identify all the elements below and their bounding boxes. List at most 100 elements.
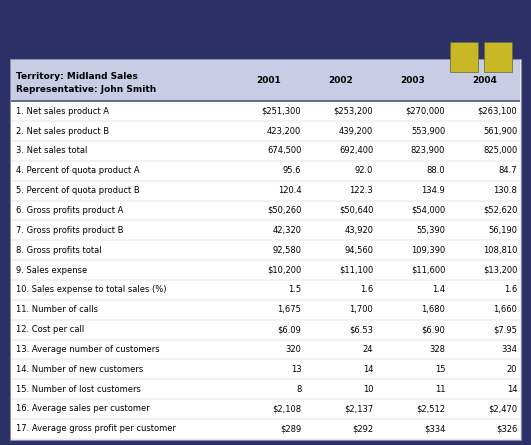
Text: 1.5: 1.5	[288, 285, 301, 295]
Text: 2003: 2003	[400, 76, 425, 85]
Text: 1,675: 1,675	[277, 305, 301, 314]
Bar	[11, 360, 520, 379]
Text: 14: 14	[363, 365, 373, 374]
Text: $6.53: $6.53	[349, 325, 373, 334]
Bar	[11, 379, 520, 399]
Text: Representative: John Smith: Representative: John Smith	[16, 85, 156, 94]
Text: 92.0: 92.0	[355, 166, 373, 175]
Text: 43,920: 43,920	[344, 226, 373, 235]
Text: 17. Average gross profit per customer: 17. Average gross profit per customer	[16, 425, 176, 433]
Text: $289: $289	[280, 425, 301, 433]
Text: 823,900: 823,900	[411, 146, 445, 155]
Text: 1. Net sales product A: 1. Net sales product A	[16, 107, 109, 116]
Text: 24: 24	[363, 345, 373, 354]
Text: 20: 20	[507, 365, 517, 374]
Text: 6. Gross profits product A: 6. Gross profits product A	[16, 206, 123, 215]
Text: $251,300: $251,300	[262, 107, 301, 116]
Text: 5. Percent of quota product B: 5. Percent of quota product B	[16, 186, 140, 195]
Text: 2004: 2004	[472, 76, 496, 85]
Text: 13. Average number of customers: 13. Average number of customers	[16, 345, 159, 354]
Text: 14. Number of new customers: 14. Number of new customers	[16, 365, 143, 374]
Text: $50,260: $50,260	[267, 206, 301, 215]
Text: 56,190: 56,190	[488, 226, 517, 235]
Bar	[11, 201, 520, 220]
Text: 120.4: 120.4	[278, 186, 301, 195]
Text: $270,000: $270,000	[406, 107, 445, 116]
Text: $13,200: $13,200	[483, 266, 517, 275]
Text: $11,100: $11,100	[339, 266, 373, 275]
Text: 561,900: 561,900	[483, 126, 517, 136]
Text: 9. Sales expense: 9. Sales expense	[16, 266, 87, 275]
Text: 14: 14	[507, 384, 517, 394]
Text: $263,100: $263,100	[477, 107, 517, 116]
Text: 8: 8	[296, 384, 301, 394]
Text: 108,810: 108,810	[483, 246, 517, 255]
Bar	[11, 220, 520, 240]
Text: $253,200: $253,200	[333, 107, 373, 116]
Text: 122.3: 122.3	[349, 186, 373, 195]
Text: 10: 10	[363, 384, 373, 394]
Bar	[11, 141, 520, 161]
Text: $6.90: $6.90	[422, 325, 445, 334]
Text: 95.6: 95.6	[283, 166, 301, 175]
Text: 692,400: 692,400	[339, 146, 373, 155]
Text: 1.4: 1.4	[432, 285, 445, 295]
Text: $50,640: $50,640	[339, 206, 373, 215]
Text: 92,580: 92,580	[272, 246, 301, 255]
Text: 12. Cost per call: 12. Cost per call	[16, 325, 84, 334]
Bar	[11, 161, 520, 181]
Text: 55,390: 55,390	[416, 226, 445, 235]
Bar	[11, 399, 520, 419]
Text: 553,900: 553,900	[411, 126, 445, 136]
Text: $7.95: $7.95	[493, 325, 517, 334]
Text: 15. Number of lost customers: 15. Number of lost customers	[16, 384, 141, 394]
Text: 15: 15	[435, 365, 445, 374]
Text: $292: $292	[352, 425, 373, 433]
Text: 11: 11	[435, 384, 445, 394]
Text: $52,620: $52,620	[483, 206, 517, 215]
Bar	[11, 121, 520, 141]
Text: 13: 13	[290, 365, 301, 374]
Text: 1,680: 1,680	[422, 305, 445, 314]
Text: 94,560: 94,560	[344, 246, 373, 255]
Text: 2002: 2002	[328, 76, 353, 85]
Text: 439,200: 439,200	[339, 126, 373, 136]
Text: 4. Percent of quota product A: 4. Percent of quota product A	[16, 166, 139, 175]
Text: 134.9: 134.9	[422, 186, 445, 195]
Text: 1,700: 1,700	[349, 305, 373, 314]
Text: 130.8: 130.8	[493, 186, 517, 195]
Bar	[11, 320, 520, 340]
Text: $11,600: $11,600	[411, 266, 445, 275]
Text: 109,390: 109,390	[411, 246, 445, 255]
Text: $2,512: $2,512	[416, 405, 445, 413]
Text: $2,108: $2,108	[272, 405, 301, 413]
Bar	[11, 101, 520, 121]
Text: 7. Gross profits product B: 7. Gross profits product B	[16, 226, 123, 235]
Text: $6.09: $6.09	[277, 325, 301, 334]
Text: $334: $334	[424, 425, 445, 433]
Text: 1,660: 1,660	[493, 305, 517, 314]
Text: 2. Net sales product B: 2. Net sales product B	[16, 126, 109, 136]
Text: $10,200: $10,200	[267, 266, 301, 275]
Text: $2,470: $2,470	[488, 405, 517, 413]
Text: Territory: Midland Sales: Territory: Midland Sales	[16, 72, 138, 81]
Bar	[11, 300, 520, 320]
Bar	[11, 419, 520, 439]
Text: 88.0: 88.0	[426, 166, 445, 175]
Text: 320: 320	[285, 345, 301, 354]
Text: 825,000: 825,000	[483, 146, 517, 155]
Text: $54,000: $54,000	[411, 206, 445, 215]
Text: $2,137: $2,137	[344, 405, 373, 413]
Text: 3. Net sales total: 3. Net sales total	[16, 146, 87, 155]
Bar	[11, 60, 520, 101]
Text: 2001: 2001	[256, 76, 281, 85]
Text: 42,320: 42,320	[272, 226, 301, 235]
Text: 8. Gross profits total: 8. Gross profits total	[16, 246, 101, 255]
Bar	[11, 280, 520, 300]
Text: 334: 334	[501, 345, 517, 354]
Text: 1.6: 1.6	[360, 285, 373, 295]
Bar	[11, 181, 520, 201]
Text: 328: 328	[429, 345, 445, 354]
Text: 11. Number of calls: 11. Number of calls	[16, 305, 98, 314]
Text: 1.6: 1.6	[504, 285, 517, 295]
